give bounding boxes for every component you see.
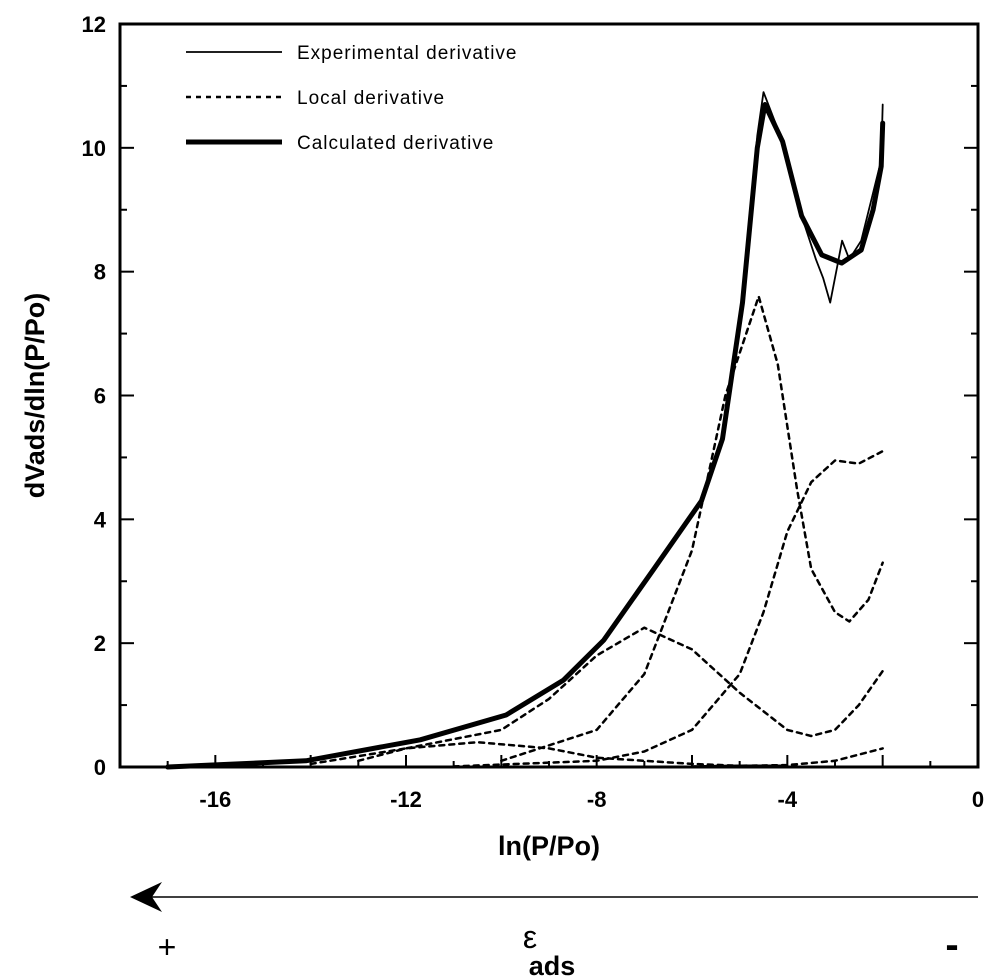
series-line-0 xyxy=(166,91,884,768)
x-axis-label: ln(P/Po) xyxy=(498,831,600,861)
minus-label: - xyxy=(945,923,958,967)
y-tick-label: 8 xyxy=(94,260,106,285)
series-line-3 xyxy=(452,449,884,768)
epsilon-label: ε xyxy=(523,919,537,955)
y-tick-label: 10 xyxy=(82,136,106,161)
x-tick-label: 0 xyxy=(972,787,984,812)
series-line-2 xyxy=(357,626,884,763)
legend-label: Experimental derivative xyxy=(297,43,517,64)
y-tick-label: 6 xyxy=(94,384,106,409)
plot-frame xyxy=(118,22,980,769)
x-tick-label: -12 xyxy=(390,787,422,812)
legend-label: Calculated derivative xyxy=(297,133,494,154)
plus-label: + xyxy=(158,929,177,965)
series-line-1 xyxy=(500,295,884,763)
x-tick-label: -8 xyxy=(587,787,607,812)
x-tick-label: -16 xyxy=(199,787,231,812)
legend-label: Local derivative xyxy=(297,88,445,109)
y-tick-label: 0 xyxy=(94,755,106,780)
y-tick-label: 2 xyxy=(94,631,106,656)
arrow-left-icon xyxy=(130,882,162,912)
x-tick-label: -4 xyxy=(778,787,798,812)
y-tick-label: 4 xyxy=(94,507,107,532)
series-line-6 xyxy=(165,102,886,770)
epsilon-subscript: ads xyxy=(529,951,576,980)
y-axis-label: dVads/dln(P/Po) xyxy=(20,293,50,499)
y-tick-label: 12 xyxy=(82,12,106,37)
series-line-5 xyxy=(690,747,884,768)
